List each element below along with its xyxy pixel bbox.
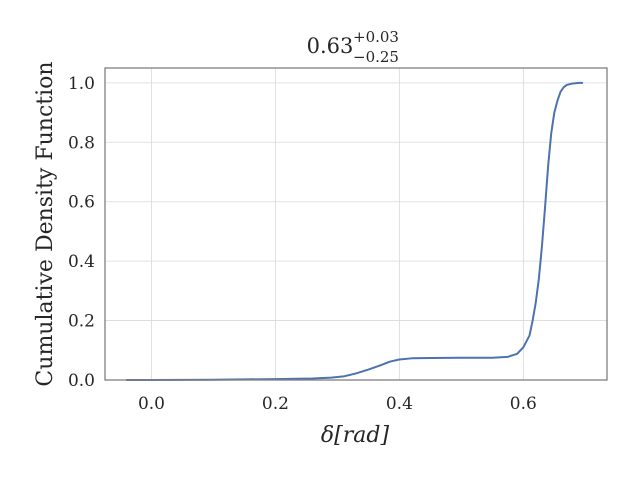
- x-tick-label: 0.6: [510, 394, 537, 414]
- y-tick-label: 0.8: [68, 133, 95, 153]
- y-tick-label: 0.4: [68, 252, 95, 272]
- x-tick-label: 0.2: [262, 394, 289, 414]
- x-tick-label: 0.0: [138, 394, 165, 414]
- grid: [105, 68, 607, 381]
- chart-title: 0.63: [307, 34, 354, 58]
- y-tick-label: 0.0: [68, 371, 95, 391]
- plot-frame: [104, 67, 608, 381]
- y-tick-labels: 0.0 0.2 0.4 0.6 0.8 1.0: [68, 74, 95, 391]
- title-lower-error: −0.25: [353, 48, 399, 66]
- x-tick-label: 0.4: [386, 394, 413, 414]
- y-tick-label: 1.0: [68, 74, 95, 94]
- x-axis-label: δ[rad]: [321, 423, 390, 448]
- x-tick-labels: 0.0 0.2 0.4 0.6: [138, 394, 537, 414]
- title-upper-error: +0.03: [353, 28, 399, 46]
- y-axis-label: Cumulative Density Function: [33, 61, 58, 386]
- title-value: 0.63: [307, 34, 354, 58]
- y-tick-label: 0.6: [68, 193, 95, 213]
- y-tick-label: 0.2: [68, 312, 95, 332]
- cdf-line: [125, 81, 584, 381]
